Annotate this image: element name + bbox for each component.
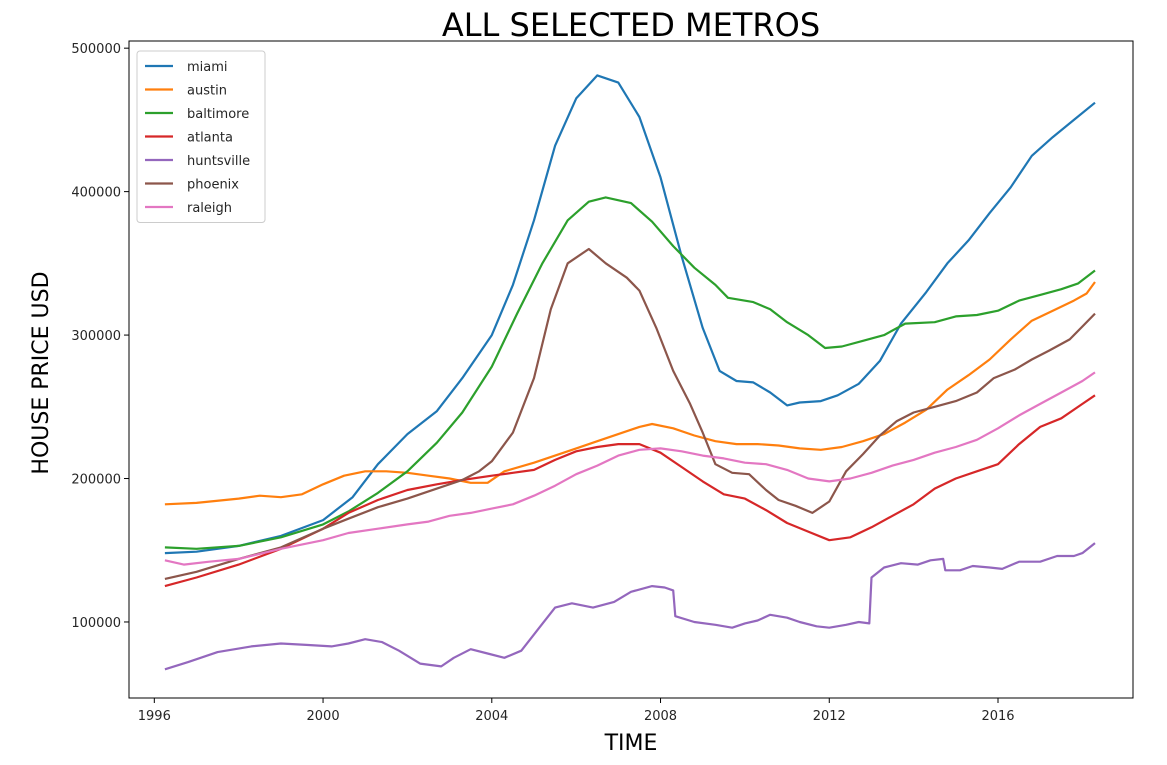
legend-label-baltimore: baltimore [187,107,249,122]
y-tick-label: 200000 [71,473,121,488]
x-tick-label: 2012 [813,709,846,724]
y-tick-label: 400000 [71,186,121,201]
series-line-baltimore [164,196,1096,550]
x-axis-title: TIME [604,731,658,756]
series-line-miami [164,74,1096,555]
series-line-raleigh [164,371,1096,566]
series-line-huntsville [164,542,1096,671]
x-tick-label: 2004 [475,709,508,724]
legend-label-austin: austin [187,84,227,99]
x-tick-label: 2008 [644,709,677,724]
y-tick-label: 100000 [71,616,121,631]
legend-label-raleigh: raleigh [187,201,232,216]
legend-label-miami: miami [187,60,228,75]
plot-area [164,74,1096,671]
plot-frame [128,40,1134,699]
axes: 1996 2000 2004 2008 2012 2016 100000 200000 3000… [71,42,1014,724]
series-line-phoenix [164,247,1096,580]
legend: miami austin baltimore atlanta huntsville pho… [136,50,266,223]
x-tick-label: 1996 [138,709,171,724]
legend-label-phoenix: phoenix [187,178,239,193]
y-tick-label: 500000 [71,42,121,57]
legend-box [136,50,266,223]
series-line-austin [164,281,1096,506]
legend-label-atlanta: atlanta [187,131,233,146]
x-tick-label: 2000 [307,709,340,724]
series-line-atlanta [164,394,1096,588]
y-tick-label: 300000 [71,329,121,344]
legend-label-huntsville: huntsville [187,154,250,169]
chart-title: ALL SELECTED METROS [442,6,820,44]
x-tick-label: 2016 [981,709,1014,724]
y-axis-title: HOUSE PRICE USD [29,271,54,474]
